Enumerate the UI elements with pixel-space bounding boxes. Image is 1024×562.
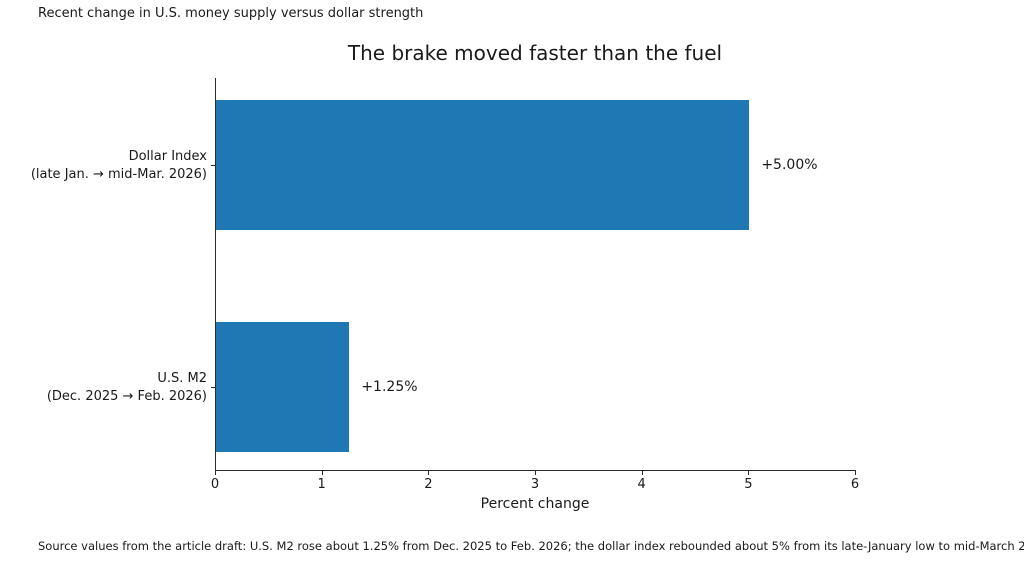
x-axis-tick [215, 471, 216, 475]
x-tick-label: 4 [637, 477, 646, 492]
x-axis-tick [321, 471, 323, 475]
bar-value-label: +1.25% [361, 379, 418, 396]
x-axis-spine [215, 470, 856, 471]
bar [216, 322, 350, 453]
x-axis-tick [428, 471, 430, 475]
chart-title: The brake moved faster than the fuel [347, 41, 723, 65]
y-axis-tick [211, 164, 215, 166]
y-tick-label: U.S. M2 (Dec. 2025 → Feb. 2026) [46, 371, 207, 405]
x-axis-tick [641, 471, 643, 475]
y-tick-label: Dollar Index (late Jan. → mid-Mar. 2026) [30, 148, 207, 182]
x-axis-tick [855, 471, 856, 475]
x-tick-label: 6 [850, 477, 860, 492]
x-tick-label: 3 [530, 477, 540, 492]
bar [216, 99, 750, 230]
y-axis-spine [215, 78, 216, 471]
x-axis-tick [748, 471, 750, 475]
x-tick-label: 1 [317, 477, 326, 492]
x-tick-label: 2 [424, 477, 433, 492]
chart-annotation: Recent change in U.S. money supply versu… [38, 6, 424, 21]
source-note: Source values from the article draft: U.… [38, 539, 1024, 553]
x-axis-tick [535, 471, 536, 475]
x-tick-label: 0 [210, 477, 220, 492]
bar-value-label: +5.00% [761, 156, 818, 173]
x-axis-label: Percent change [480, 496, 590, 512]
y-axis-tick [211, 387, 215, 389]
x-tick-label: 5 [744, 477, 753, 492]
